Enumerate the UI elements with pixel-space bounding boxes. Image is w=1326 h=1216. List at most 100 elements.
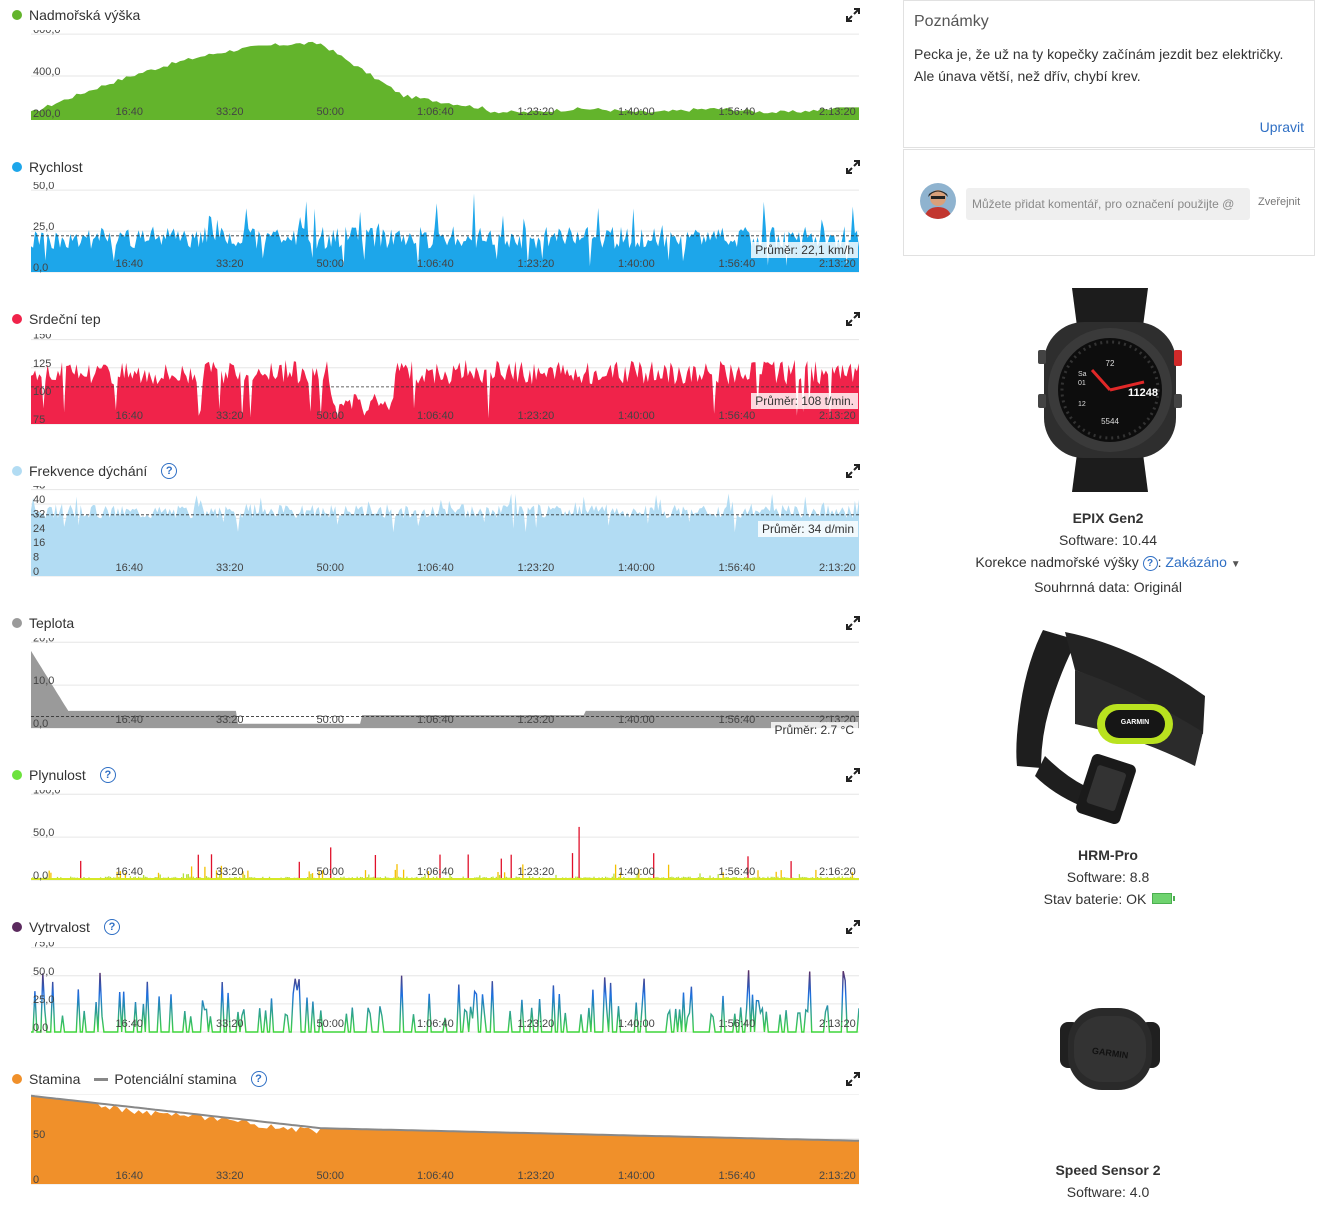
elevation-correction-dropdown[interactable]: Zakázáno ▼ bbox=[1165, 554, 1240, 570]
x-tick-label: 1:06:40 bbox=[417, 1170, 454, 1182]
x-tick-label: 33:20 bbox=[216, 1018, 244, 1030]
series-area bbox=[31, 359, 859, 424]
x-tick-label: 2:13:20 bbox=[819, 1170, 856, 1182]
x-tick-label: 33:20 bbox=[216, 258, 244, 270]
series-area bbox=[31, 493, 859, 576]
expand-icon[interactable] bbox=[846, 464, 860, 478]
x-tick-label: 1:56:40 bbox=[719, 106, 756, 118]
avatar bbox=[920, 183, 956, 219]
x-tick-label: 50:00 bbox=[317, 1170, 345, 1182]
elevation-correction-label: Korekce nadmořské výšky bbox=[975, 554, 1139, 570]
y-tick-label: 75 bbox=[33, 414, 45, 426]
publish-button[interactable]: Zveřejnit bbox=[1258, 196, 1301, 208]
x-tick-label: 1:23:20 bbox=[518, 562, 555, 574]
x-tick-label: 50:00 bbox=[317, 562, 345, 574]
legend-dot-icon bbox=[12, 314, 22, 324]
chart-temperature: Teplota 20,0 10,0 0,0 16:40 33:20 50:00 1:06:40… bbox=[0, 608, 880, 760]
y-tick-label: 0 bbox=[33, 1174, 39, 1186]
device-software: Software: 10.44 bbox=[1058, 532, 1158, 548]
y-tick-label: 150 bbox=[33, 334, 51, 342]
y-tick-label: 20,0 bbox=[33, 638, 54, 644]
x-tick-label: 1:06:40 bbox=[417, 1018, 454, 1030]
x-tick-label: 2:13:20 bbox=[819, 410, 856, 422]
chart-legend: Teplota bbox=[12, 614, 74, 632]
battery-icon bbox=[1152, 893, 1176, 904]
y-tick-label: 0,0 bbox=[33, 1022, 48, 1034]
device-name: HRM-Pro bbox=[1078, 847, 1138, 863]
x-tick-label: 50:00 bbox=[317, 866, 345, 878]
device-hrm-pro: HRM-Pro Software: 8.8 Stav baterie: OK bbox=[903, 844, 1313, 910]
y-tick-label: 75,0 bbox=[33, 942, 54, 950]
x-tick-label: 2:13:20 bbox=[819, 1018, 856, 1030]
elevation-correction: Korekce nadmořské výšky ?: Zakázáno ▼ bbox=[903, 551, 1313, 576]
notes-text-line: Pecka je, že už na ty kopečky začínám je… bbox=[914, 46, 1284, 62]
chart-legend: Plynulost? bbox=[12, 766, 116, 784]
legend-dot-icon bbox=[12, 1074, 22, 1084]
comment-input[interactable] bbox=[966, 188, 1250, 220]
help-icon[interactable]: ? bbox=[1142, 556, 1158, 571]
expand-icon[interactable] bbox=[846, 768, 860, 782]
x-tick-label: 1:06:40 bbox=[417, 410, 454, 422]
help-icon[interactable]: ? bbox=[103, 919, 120, 935]
x-tick-label: 1:40:00 bbox=[618, 866, 655, 878]
legend-dot-icon bbox=[12, 466, 22, 476]
device-epix: EPIX Gen2 Software: 10.44 Korekce nadmoř… bbox=[903, 507, 1313, 598]
chart-speed: Rychlost 50,0 25,0 0,0 16:40 33:20 50:00 1:06:4… bbox=[0, 152, 880, 304]
y-tick-label: 25,0 bbox=[33, 221, 54, 233]
chart-plot: 600,0 400,0 200,0 16:40 33:20 50:00 1:06:40 1:2… bbox=[31, 30, 859, 120]
x-tick-label: 2:16:20 bbox=[819, 866, 856, 878]
expand-icon[interactable] bbox=[846, 920, 860, 934]
device-speed-sensor: Speed Sensor 2 Software: 4.0 bbox=[903, 1159, 1313, 1203]
comment-card: Zveřejnit bbox=[903, 149, 1315, 256]
chart-plot: 50,0 25,0 0,0 16:40 33:20 50:00 1:06:40 1:23:20… bbox=[31, 182, 859, 274]
chart-plot: 100 50 0 16:40 33:20 50:00 1:06:40 1:23:20 1:40:… bbox=[31, 1094, 859, 1186]
watch-left-text: 01 bbox=[1078, 380, 1086, 387]
y-tick-label: 24 bbox=[33, 523, 45, 535]
colon: : bbox=[1157, 554, 1162, 570]
y-tick-label: 600,0 bbox=[33, 30, 61, 36]
x-tick-label: 16:40 bbox=[116, 714, 144, 726]
expand-icon[interactable] bbox=[846, 8, 860, 22]
chart-legend: Rychlost bbox=[12, 158, 83, 176]
expand-icon[interactable] bbox=[846, 1072, 860, 1086]
y-tick-label: 10,0 bbox=[33, 675, 54, 687]
expand-icon[interactable] bbox=[846, 312, 860, 326]
expand-icon[interactable] bbox=[846, 160, 860, 174]
chart-grit: Vytrvalost? 75,0 50,0 25,0 0,0 16:40 33:20 50:0… bbox=[0, 912, 880, 1064]
x-tick-label: 1:40:00 bbox=[618, 1018, 655, 1030]
x-tick-label: 1:40:00 bbox=[618, 714, 655, 726]
y-tick-label: 8 bbox=[33, 552, 39, 564]
summary-data: Souhrnná data: Originál bbox=[1034, 579, 1182, 595]
x-tick-label: 33:20 bbox=[216, 714, 244, 726]
series-area bbox=[31, 1095, 859, 1184]
expand-icon[interactable] bbox=[846, 616, 860, 630]
x-tick-label: 16:40 bbox=[116, 866, 144, 878]
help-icon[interactable]: ? bbox=[250, 1071, 267, 1087]
x-tick-label: 1:06:40 bbox=[417, 562, 454, 574]
legend-dot-icon bbox=[12, 922, 22, 932]
edit-notes-link[interactable]: Upravit bbox=[1259, 119, 1304, 135]
x-tick-label: 1:23:20 bbox=[518, 106, 555, 118]
x-tick-label: 1:40:00 bbox=[618, 1170, 655, 1182]
x-tick-label: 1:40:00 bbox=[618, 106, 655, 118]
x-tick-label: 16:40 bbox=[116, 410, 144, 422]
x-tick-label: 1:23:20 bbox=[518, 866, 555, 878]
y-tick-label: 32 bbox=[33, 508, 45, 520]
x-tick-label: 1:40:00 bbox=[618, 258, 655, 270]
help-icon[interactable]: ? bbox=[161, 463, 178, 479]
series-line bbox=[31, 970, 859, 1033]
x-tick-label: 33:20 bbox=[216, 1170, 244, 1182]
chart-legend: Nadmořská výška bbox=[12, 6, 140, 24]
y-tick-label: 0,0 bbox=[33, 262, 48, 274]
x-tick-label: 16:40 bbox=[116, 106, 144, 118]
y-tick-label: 100 bbox=[33, 386, 51, 398]
x-tick-label: 50:00 bbox=[317, 410, 345, 422]
chart-plot: 20,0 10,0 0,0 16:40 33:20 50:00 1:06:40 1:23:20… bbox=[31, 638, 859, 730]
x-tick-label: 16:40 bbox=[116, 1170, 144, 1182]
device-software: Software: 8.8 bbox=[1066, 869, 1150, 885]
x-tick-label: 1:56:40 bbox=[719, 410, 756, 422]
help-icon[interactable]: ? bbox=[99, 767, 116, 783]
x-tick-label: 16:40 bbox=[116, 258, 144, 270]
x-tick-label: 1:56:40 bbox=[719, 714, 756, 726]
legend-dot-icon bbox=[12, 162, 22, 172]
